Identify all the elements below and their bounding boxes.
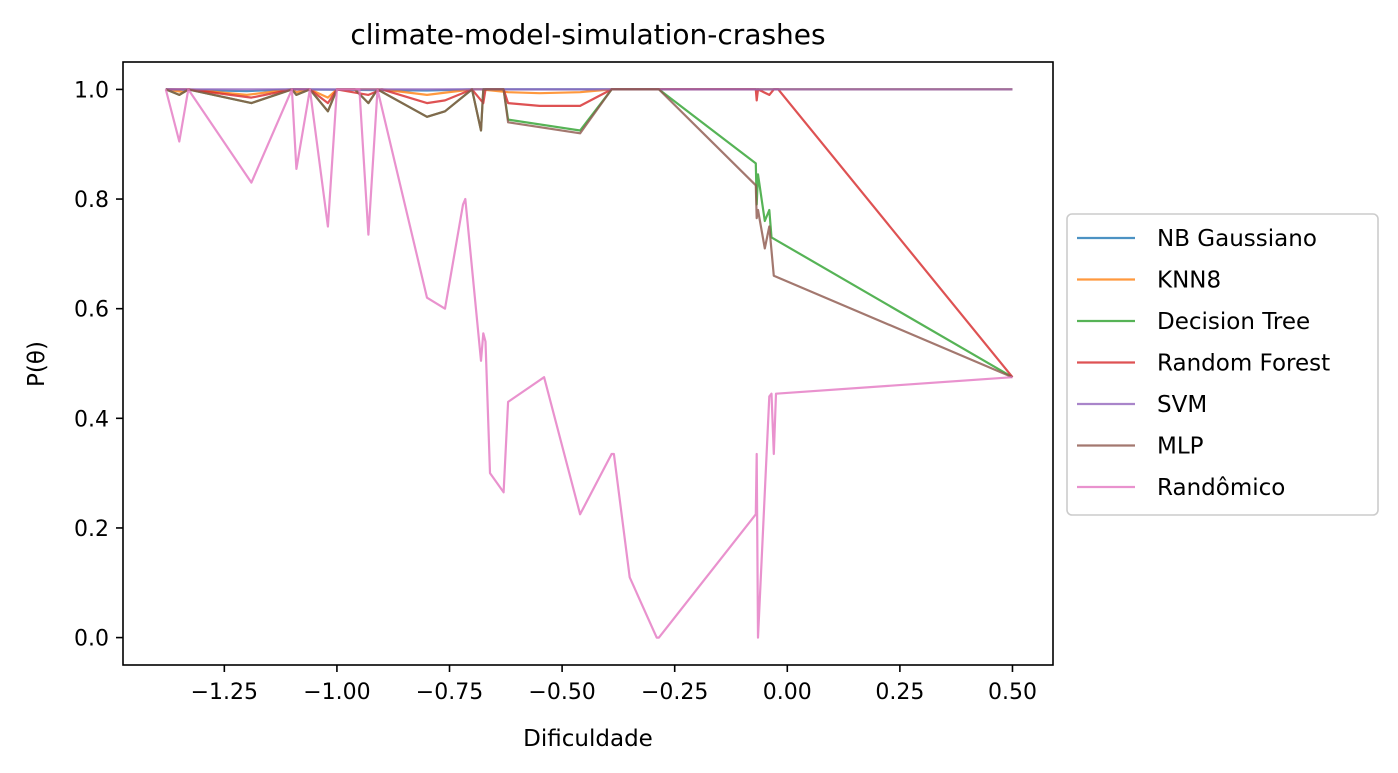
x-tick-label: 0.25 [875, 680, 924, 705]
legend-label-randomico: Randômico [1157, 475, 1285, 501]
legend: NB Gaussiano KNN8 Decision Tree Random Fore… [1066, 213, 1379, 516]
x-tick-label: −1.25 [191, 680, 258, 705]
y-tick-label: 1.0 [74, 78, 109, 103]
legend-box [1066, 213, 1379, 516]
legend-label-nb-gaussiano: NB Gaussiano [1157, 226, 1317, 252]
y-axis: 0.0 0.2 0.4 0.6 0.8 1.0 [74, 78, 123, 652]
y-tick-label: 0.6 [74, 298, 109, 323]
y-tick-label: 0.2 [74, 517, 109, 542]
legend-label-knn8: KNN8 [1157, 268, 1221, 294]
legend-label-random-forest: Random Forest [1157, 351, 1330, 377]
plot-lines [164, 88, 1014, 639]
x-tick-label: −1.00 [303, 680, 370, 705]
series-line-mlp [165, 88, 1013, 379]
legend-label-svm: SVM [1157, 392, 1207, 418]
chart-title: climate-model-simulation-crashes [350, 18, 825, 51]
y-tick-label: 0.8 [74, 188, 109, 213]
legend-label-decision-tree: Decision Tree [1157, 309, 1310, 335]
x-tick-label: 0.00 [763, 680, 812, 705]
legend-label-mlp: MLP [1157, 434, 1204, 460]
x-axis: −1.25 −1.00 −0.75 −0.50 −0.25 0.00 0.25 0.50 [191, 665, 1037, 705]
plot-frame [122, 61, 1054, 666]
y-tick-label: 0.0 [74, 627, 109, 652]
series-line-randomico [164, 88, 1013, 639]
x-tick-label: 0.50 [988, 680, 1037, 705]
x-tick-label: −0.25 [641, 680, 708, 705]
x-tick-label: −0.50 [528, 680, 595, 705]
y-axis-label: P(θ) [24, 341, 50, 387]
x-axis-label: Dificuldade [523, 726, 653, 752]
x-tick-label: −0.75 [416, 680, 483, 705]
y-tick-label: 0.4 [74, 407, 109, 432]
